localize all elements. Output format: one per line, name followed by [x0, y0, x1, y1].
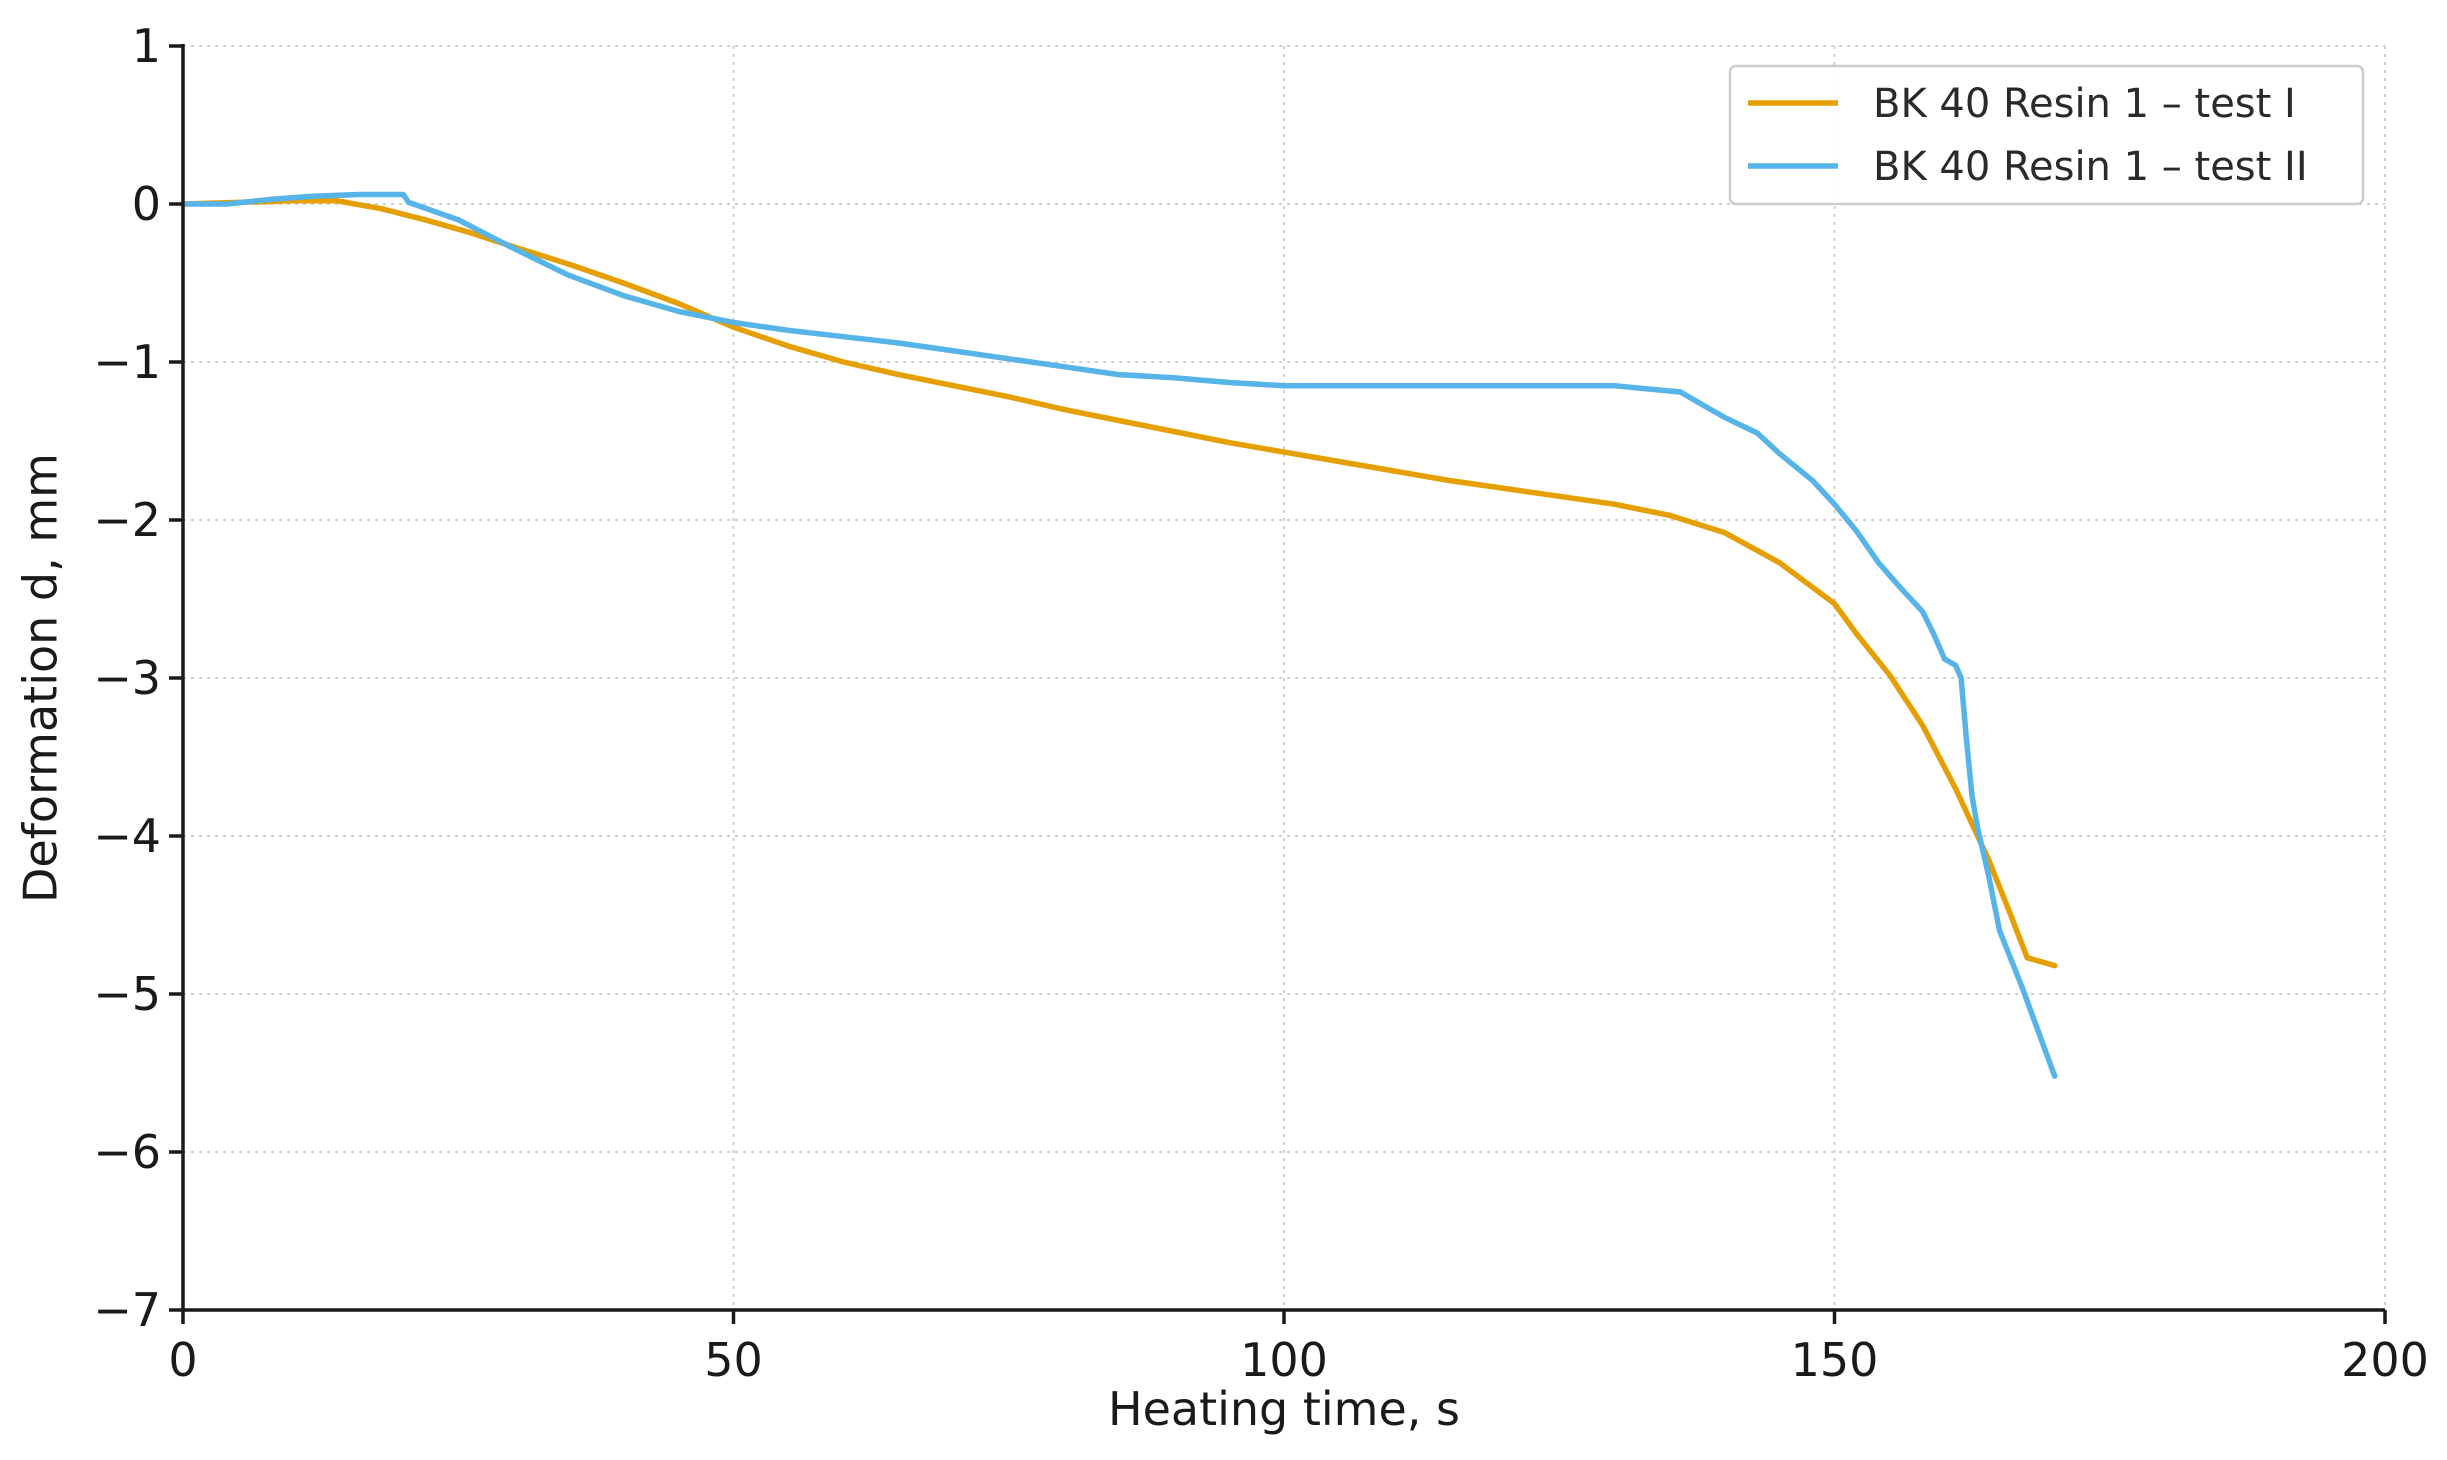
y-tick-label: −6	[93, 1125, 161, 1179]
x-tick-label: 200	[2341, 1333, 2429, 1387]
y-axis-label: Deformation d, mm	[14, 453, 68, 903]
y-tick-label: −2	[93, 493, 161, 547]
ticks: 0 50 100 150 200 1 0 −1 −2 −3 −4 −5 −6 −7	[93, 19, 2429, 1387]
series-layer	[180, 191, 2058, 1079]
x-tick-label: 150	[1791, 1333, 1879, 1387]
legend-entry-test-ii: BK 40 Resin 1 – test II	[1873, 144, 2308, 190]
y-tick-label: 1	[132, 19, 161, 73]
legend: BK 40 Resin 1 – test I BK 40 Resin 1 – t…	[1728, 64, 2365, 206]
y-tick-label: −4	[93, 809, 161, 863]
series-line-test-ii	[180, 191, 2058, 1079]
x-tick-label: 0	[168, 1333, 197, 1387]
y-tick-label: −3	[93, 651, 161, 705]
y-tick-label: −7	[93, 1283, 161, 1337]
y-tick-label: −5	[93, 967, 161, 1021]
x-axis-label: Heating time, s	[1108, 1382, 1460, 1436]
legend-box	[1728, 64, 2365, 206]
x-tick-label: 100	[1240, 1333, 1328, 1387]
y-tick-label: −1	[93, 335, 161, 389]
y-tick-label: 0	[132, 177, 161, 231]
x-tick-label: 50	[704, 1333, 763, 1387]
legend-entry-test-i: BK 40 Resin 1 – test I	[1873, 81, 2296, 127]
